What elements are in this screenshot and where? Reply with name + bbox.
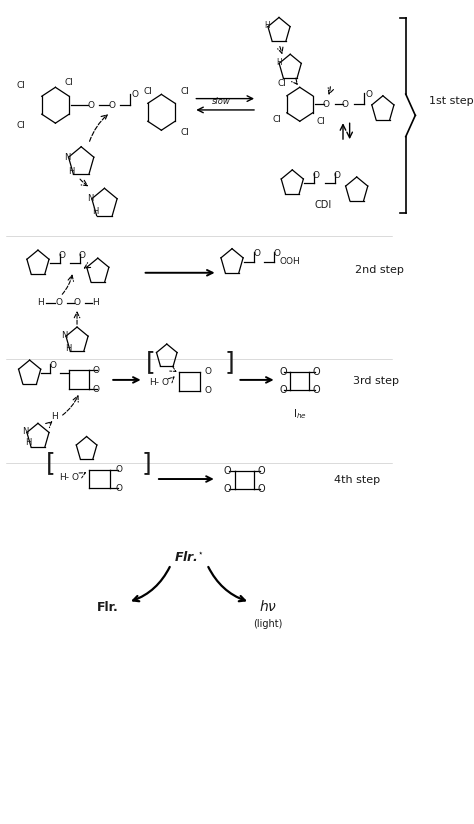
Text: Cl: Cl xyxy=(64,78,73,87)
Text: 3rd step: 3rd step xyxy=(353,377,399,386)
Text: O: O xyxy=(92,385,100,394)
Text: [: [ xyxy=(146,350,156,374)
Text: O: O xyxy=(55,298,62,307)
Text: H-: H- xyxy=(60,473,70,482)
Text: ]: ] xyxy=(142,451,152,475)
Text: Flr.: Flr. xyxy=(97,602,118,615)
Text: O: O xyxy=(72,473,79,482)
Text: O: O xyxy=(108,101,115,110)
Text: O: O xyxy=(132,91,139,100)
Text: Cl: Cl xyxy=(17,120,26,129)
Text: O: O xyxy=(59,250,65,260)
Text: Flr.$^{\star}$: Flr.$^{\star}$ xyxy=(174,550,204,564)
Text: N: N xyxy=(61,331,68,340)
Text: O: O xyxy=(49,361,56,370)
Text: O: O xyxy=(224,466,231,476)
Text: O: O xyxy=(162,378,169,387)
Text: slow: slow xyxy=(211,97,230,106)
Text: O: O xyxy=(205,386,212,396)
Text: H-: H- xyxy=(149,378,159,387)
Text: N: N xyxy=(22,428,29,437)
Text: O: O xyxy=(365,91,373,100)
Text: H: H xyxy=(68,166,74,176)
Text: N: N xyxy=(64,152,70,162)
Text: 4th step: 4th step xyxy=(334,475,380,485)
Text: H: H xyxy=(91,207,98,216)
Text: O: O xyxy=(257,466,265,476)
Text: O: O xyxy=(313,171,320,180)
Text: (light): (light) xyxy=(254,620,283,630)
Text: Cl: Cl xyxy=(316,117,325,126)
Text: H: H xyxy=(51,412,58,421)
Text: O: O xyxy=(92,366,100,375)
Text: ]: ] xyxy=(225,350,235,374)
Text: CDI: CDI xyxy=(315,200,332,210)
Text: O: O xyxy=(334,171,341,180)
Text: O: O xyxy=(313,386,320,396)
Text: OOH: OOH xyxy=(280,257,301,266)
Text: I$_{he}$: I$_{he}$ xyxy=(293,407,307,421)
Text: O: O xyxy=(253,250,260,259)
Text: H: H xyxy=(37,298,44,307)
Text: O: O xyxy=(79,250,85,260)
Text: Cl: Cl xyxy=(272,115,281,124)
Text: O: O xyxy=(87,101,94,110)
Text: O: O xyxy=(257,485,265,494)
Text: H: H xyxy=(25,438,32,447)
Text: O: O xyxy=(323,100,330,109)
Text: H: H xyxy=(92,298,99,307)
Text: O: O xyxy=(279,368,287,377)
Text: Cl: Cl xyxy=(17,81,26,90)
Text: 2nd step: 2nd step xyxy=(355,265,403,275)
Text: Cl: Cl xyxy=(277,79,286,88)
Text: O: O xyxy=(115,465,122,474)
Text: O: O xyxy=(73,298,81,307)
Text: O: O xyxy=(224,485,231,494)
Text: O: O xyxy=(342,100,349,109)
Text: [: [ xyxy=(46,451,56,475)
Text: O: O xyxy=(273,250,280,259)
Text: Cl: Cl xyxy=(181,87,190,96)
Text: Cl: Cl xyxy=(181,128,190,137)
Text: O: O xyxy=(205,368,212,377)
Text: 1st step: 1st step xyxy=(429,96,474,106)
Text: Cl: Cl xyxy=(143,87,152,96)
Text: N: N xyxy=(88,194,94,204)
Text: O: O xyxy=(279,386,287,396)
Text: H: H xyxy=(65,344,72,353)
Text: $h\nu$: $h\nu$ xyxy=(259,599,277,615)
Text: O: O xyxy=(313,368,320,377)
Text: H: H xyxy=(276,59,282,68)
Text: H: H xyxy=(264,21,270,30)
Text: O: O xyxy=(115,484,122,493)
